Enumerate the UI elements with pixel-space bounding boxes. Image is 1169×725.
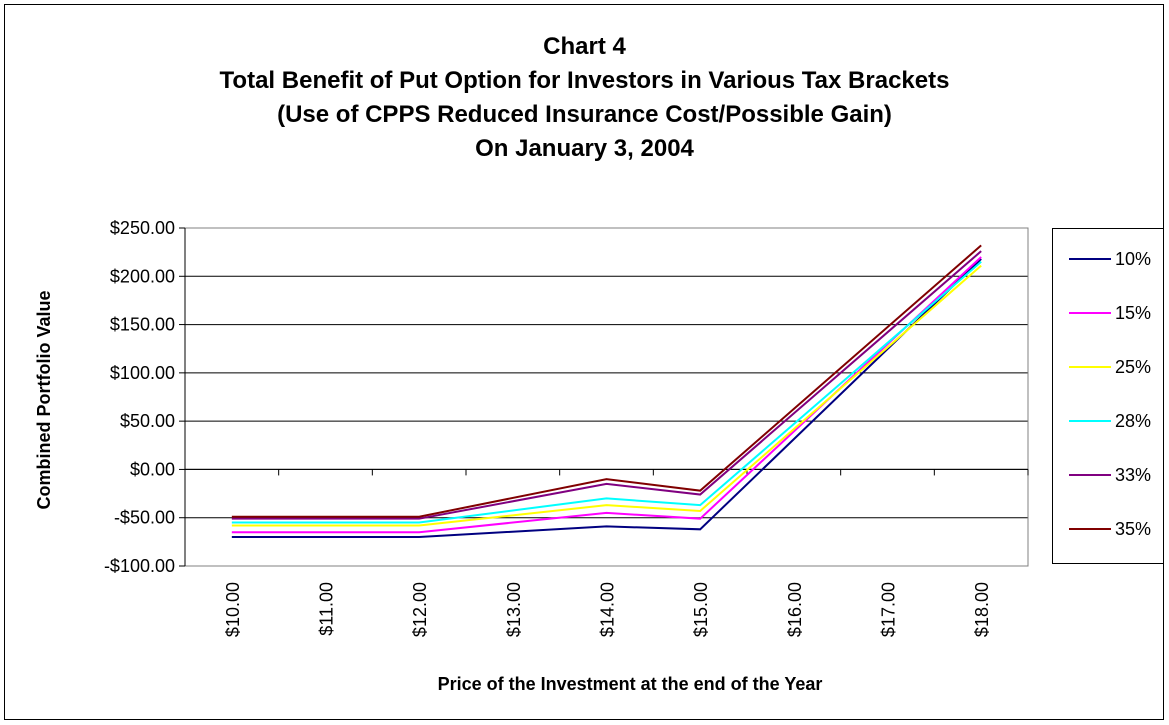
y-tick-label: $250.00 [110, 218, 175, 238]
series-line-25pct [232, 266, 981, 526]
y-tick-label: -$100.00 [104, 556, 175, 576]
legend-item: 15% [1069, 303, 1151, 323]
legend-item: 35% [1069, 519, 1151, 539]
legend-item: 10% [1069, 249, 1151, 269]
y-tick-label: $200.00 [110, 266, 175, 286]
legend-swatch [1069, 258, 1111, 260]
series-line-10pct [232, 259, 981, 537]
y-tick-label: $100.00 [110, 363, 175, 383]
series-line-15pct [232, 257, 981, 532]
legend-item: 33% [1069, 465, 1151, 485]
series-line-35pct [232, 245, 981, 516]
y-tick-label: -$50.00 [114, 508, 175, 528]
y-tick-label: $150.00 [110, 315, 175, 335]
x-tick-label: $11.00 [317, 582, 337, 636]
legend-swatch [1069, 312, 1111, 314]
x-tick-label: $16.00 [785, 582, 805, 637]
legend-item: 28% [1069, 411, 1151, 431]
x-tick-label: $12.00 [410, 582, 430, 637]
x-tick-label: $18.00 [972, 582, 992, 637]
axes [179, 228, 1028, 566]
x-tick-label: $14.00 [598, 582, 618, 637]
gridlines [185, 228, 1028, 566]
legend-label: 10% [1115, 249, 1151, 270]
legend: 10% 15% 25% 28% 33% 35% [1052, 228, 1164, 564]
legend-label: 33% [1115, 465, 1151, 486]
y-tick-label: $50.00 [120, 411, 175, 431]
legend-label: 35% [1115, 519, 1151, 540]
x-tick-label: $10.00 [223, 582, 243, 637]
legend-label: 25% [1115, 357, 1151, 378]
series-lines [232, 245, 981, 537]
legend-item: 25% [1069, 357, 1151, 377]
x-tick-label: $17.00 [879, 582, 899, 637]
x-tick-label: $15.00 [691, 582, 711, 637]
y-tick-label: $0.00 [130, 459, 175, 479]
y-axis-label: Combined Portfolio Value [34, 290, 54, 509]
x-tick-label: $13.00 [504, 582, 524, 637]
legend-swatch [1069, 474, 1111, 476]
legend-label: 15% [1115, 303, 1151, 324]
legend-swatch [1069, 420, 1111, 422]
plot-area [185, 228, 1028, 566]
legend-swatch [1069, 528, 1111, 530]
tick-labels: $250.00 $200.00 $150.00 $100.00 $50.00 $0.00 -… [104, 218, 992, 637]
legend-label: 28% [1115, 411, 1151, 432]
x-axis-label: Price of the Investment at the end of th… [232, 674, 1028, 695]
legend-swatch [1069, 366, 1111, 368]
